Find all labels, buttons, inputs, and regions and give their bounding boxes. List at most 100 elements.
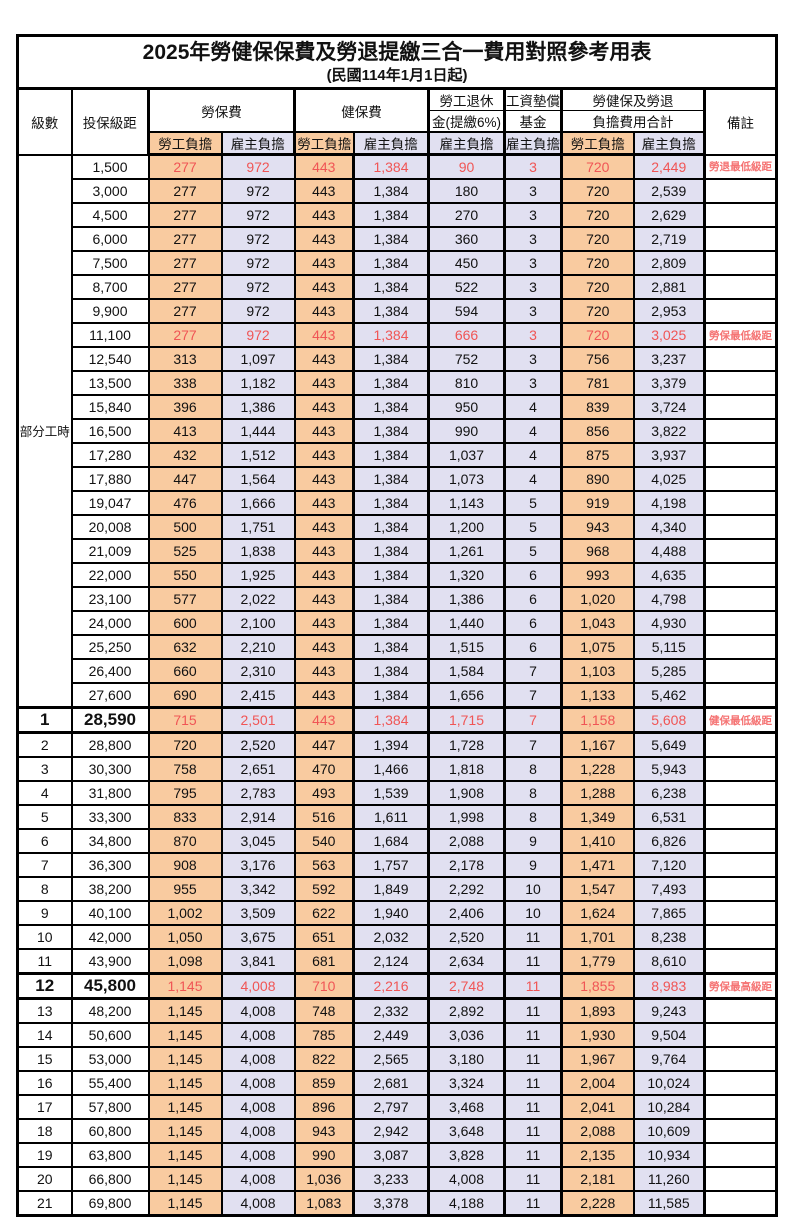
cell-value: 972 <box>220 226 296 252</box>
cell-value: 2,565 <box>352 1046 430 1072</box>
cell-value: 11 <box>503 1142 563 1168</box>
table-row: 5 33,300 833 2,914 516 1,611 1,998 8 1,349 6,531 <box>16 804 778 830</box>
cell-bracket: 3,000 <box>70 178 150 204</box>
cell-value: 443 <box>293 346 355 372</box>
cell-value: 1,145 <box>147 1022 223 1048</box>
cell-value: 2,520 <box>220 731 296 758</box>
cell-value: 4,008 <box>220 1070 296 1096</box>
cell-value: 710 <box>293 972 355 1000</box>
cell-value: 7 <box>503 731 563 758</box>
cell-value: 1,002 <box>147 900 223 926</box>
cell-value: 990 <box>293 1142 355 1168</box>
col-header-pension-top: 勞工退休 <box>427 87 506 111</box>
cell-value: 4,488 <box>632 538 706 564</box>
cell-value: 7,120 <box>632 852 706 878</box>
cell-value: 785 <box>293 1022 355 1048</box>
cell-value: 9,504 <box>632 1022 706 1048</box>
cell-value: 1,564 <box>220 466 296 492</box>
cell-value: 1,133 <box>560 682 635 709</box>
cell-value: 758 <box>147 756 223 782</box>
cell-bracket: 15,840 <box>70 394 150 420</box>
cell-bracket: 12,540 <box>70 346 150 372</box>
cell-value: 3 <box>503 226 563 252</box>
cell-value: 11 <box>503 972 563 1000</box>
cell-value: 2,539 <box>632 178 706 204</box>
cell-value: 1,908 <box>427 780 506 806</box>
cell-value: 660 <box>147 658 223 684</box>
cell-value: 6 <box>503 586 563 612</box>
cell-value: 5,943 <box>632 756 706 782</box>
table-row: 10 42,000 1,050 3,675 651 2,032 2,520 11 1,701 8,… <box>16 924 778 950</box>
cell-level: 21 <box>16 1190 73 1217</box>
cell-value: 1,930 <box>560 1022 635 1048</box>
cell-value: 313 <box>147 346 223 372</box>
cell-value: 1,384 <box>352 250 430 276</box>
cell-value: 1,320 <box>427 562 506 588</box>
cell-value: 1,097 <box>220 346 296 372</box>
cell-value: 11 <box>503 1190 563 1217</box>
cell-value: 592 <box>293 876 355 902</box>
cell-value: 4 <box>503 466 563 492</box>
cell-value: 525 <box>147 538 223 564</box>
cell-value: 972 <box>220 250 296 276</box>
cell-value: 3,045 <box>220 828 296 854</box>
cell-value: 500 <box>147 514 223 540</box>
cell-value: 1,228 <box>560 756 635 782</box>
cell-value: 7,493 <box>632 876 706 902</box>
cell-value: 781 <box>560 370 635 396</box>
cell-value: 955 <box>147 876 223 902</box>
cell-value: 4,008 <box>220 1142 296 1168</box>
cell-value: 1,261 <box>427 538 506 564</box>
cell-bracket: 31,800 <box>70 780 150 806</box>
cell-level: 2 <box>16 731 73 758</box>
cell-value: 2,310 <box>220 658 296 684</box>
cell-value: 3 <box>503 202 563 228</box>
cell-value: 1,075 <box>560 634 635 660</box>
cell-remark <box>702 226 778 252</box>
cell-level: 19 <box>16 1142 73 1168</box>
cell-value: 3,324 <box>427 1070 506 1096</box>
cell-value: 8,610 <box>632 948 706 975</box>
cell-value: 2,501 <box>220 706 296 734</box>
cell-value: 10,024 <box>632 1070 706 1096</box>
cell-value: 1,145 <box>147 1190 223 1217</box>
cell-remark <box>702 756 778 782</box>
cell-value: 443 <box>293 274 355 300</box>
cell-value: 3,675 <box>220 924 296 950</box>
cell-value: 4,188 <box>427 1190 506 1217</box>
cell-bracket: 45,800 <box>70 972 150 1000</box>
cell-value: 277 <box>147 298 223 324</box>
cell-value: 2,181 <box>560 1166 635 1192</box>
table-row: 23,100 577 2,022 443 1,384 1,386 6 1,020 4,798 <box>18 586 778 612</box>
table-row: 部分工時 1,500 277 972 443 1,384 90 3 720 2,449 勞退最低級距 <box>16 153 778 709</box>
cell-value: 2,032 <box>352 924 430 950</box>
cell-value: 748 <box>293 997 355 1024</box>
cell-value: 10,934 <box>632 1142 706 1168</box>
cell-value: 8 <box>503 780 563 806</box>
cell-value: 4,008 <box>220 1118 296 1144</box>
cell-value: 2,748 <box>427 972 506 1000</box>
cell-value: 1,925 <box>220 562 296 588</box>
cell-value: 1,182 <box>220 370 296 396</box>
cell-value: 1,288 <box>560 780 635 806</box>
cell-value: 1,410 <box>560 828 635 854</box>
cell-value: 1,384 <box>352 202 430 228</box>
cell-remark <box>702 1046 778 1072</box>
cell-value: 1,384 <box>352 298 430 324</box>
cell-value: 1,384 <box>352 153 430 180</box>
cell-value: 1,200 <box>427 514 506 540</box>
cell-value: 896 <box>293 1094 355 1120</box>
cell-value: 3 <box>503 370 563 396</box>
cell-value: 6 <box>503 634 563 660</box>
cell-value: 943 <box>293 1118 355 1144</box>
cell-value: 833 <box>147 804 223 830</box>
cell-value: 1,083 <box>293 1190 355 1217</box>
cell-remark <box>702 828 778 854</box>
cell-value: 7 <box>503 682 563 709</box>
cell-value: 1,547 <box>560 876 635 902</box>
cell-value: 277 <box>147 202 223 228</box>
cell-value: 972 <box>220 322 296 348</box>
cell-value: 1,384 <box>352 322 430 348</box>
table-row: 13 48,200 1,145 4,008 748 2,332 2,892 11 1,893 9,… <box>16 997 778 1024</box>
cell-value: 720 <box>560 153 635 180</box>
